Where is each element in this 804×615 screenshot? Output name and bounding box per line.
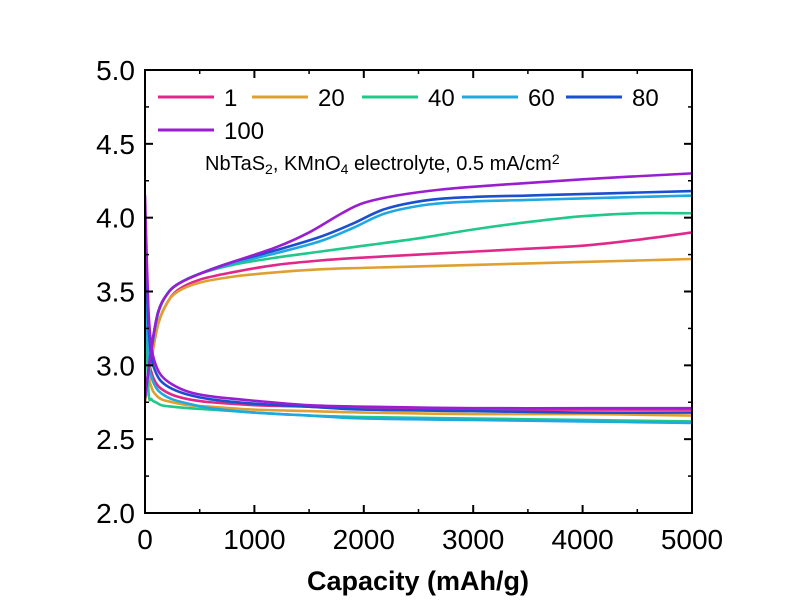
x-tick-label: 5000: [661, 524, 723, 555]
series-1-discharge-curve: [145, 253, 692, 412]
annotation-text: NbTaS2, KMnO4 electrolyte, 0.5 mA/cm2: [205, 151, 560, 177]
series-40-charge-curve: [145, 211, 692, 400]
y-tick-label: 2.0: [96, 498, 135, 529]
annotation-part: electrolyte, 0.5 mA/cm: [348, 153, 551, 175]
annotation-part: 2: [552, 151, 560, 167]
x-axis-title: Capacity (mAh/g): [307, 566, 529, 596]
legend-label: 20: [318, 85, 345, 112]
series-20-charge-curve: [145, 257, 692, 404]
tick-layer: 0 1000 2000 3000 4000 5000 2.0 2.5 3.0 3.5 4.0 4.5 5…: [96, 55, 723, 555]
annotation-part: 4: [341, 161, 349, 177]
legend-label: 80: [632, 85, 659, 112]
x-tick-label: 0: [137, 524, 153, 555]
legend: 1 20 40 60 80 100: [158, 85, 659, 145]
y-tick-label: 3.5: [96, 277, 135, 308]
x-tick-label: 3000: [442, 524, 504, 555]
y-tick-label: 4.0: [96, 203, 135, 234]
legend-item-80: 80: [566, 85, 659, 112]
series-80-charge-curve: [145, 189, 692, 400]
x-tick-label: 2000: [333, 524, 395, 555]
y-tick-label: 5.0: [96, 55, 135, 86]
series-20-discharge-curve: [145, 260, 692, 417]
series-100-discharge-curve: [145, 194, 692, 410]
legend-label: 40: [428, 85, 455, 112]
legend-item-40: 40: [362, 85, 455, 112]
y-tick-label: 3.0: [96, 350, 135, 381]
legend-label: 100: [224, 118, 264, 145]
annotation-part: NbTaS: [205, 153, 265, 175]
x-tick-label: 1000: [223, 524, 285, 555]
x-tick-label: 4000: [551, 524, 613, 555]
legend-item-20: 20: [252, 85, 345, 112]
legend-item-60: 60: [462, 85, 555, 112]
annotation-part: 2: [265, 161, 273, 177]
series-60-charge-curve: [145, 194, 692, 400]
y-tick-label: 4.5: [96, 129, 135, 160]
series-100-charge-curve: [145, 172, 692, 400]
series-1-charge-curve: [145, 231, 692, 400]
legend-label: 60: [528, 85, 555, 112]
legend-item-100: 100: [158, 118, 264, 145]
series-80-discharge-curve: [145, 231, 692, 414]
annotation-part: , KMnO: [273, 153, 341, 175]
series-60-discharge-curve: [145, 260, 692, 425]
legend-label: 1: [224, 85, 237, 112]
legend-item-1: 1: [158, 85, 237, 112]
y-tick-label: 2.5: [96, 424, 135, 455]
series-layer: [145, 172, 692, 425]
series-40-discharge-curve: [145, 275, 692, 423]
